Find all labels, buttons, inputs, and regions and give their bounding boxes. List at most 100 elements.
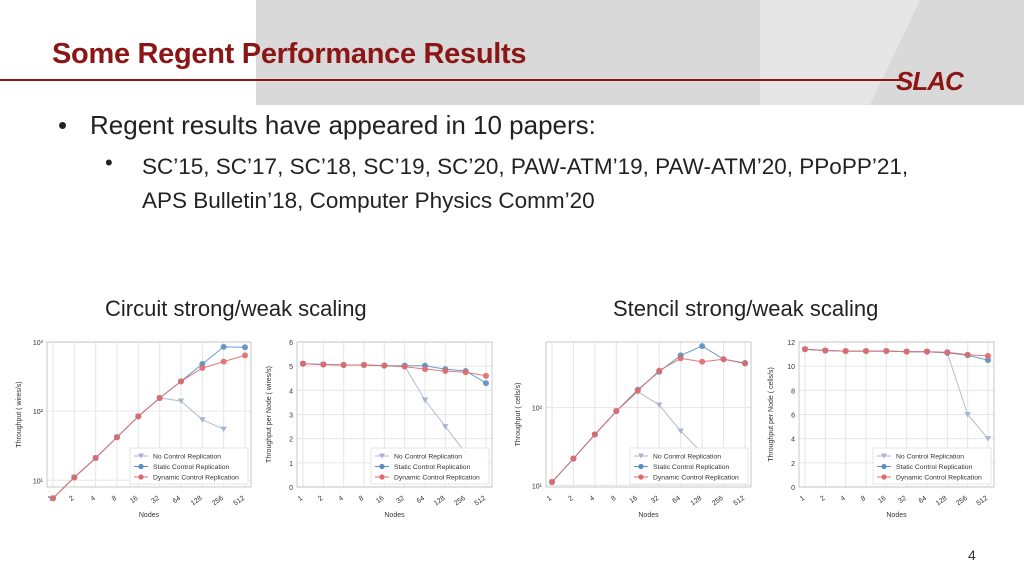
series-line-2 xyxy=(302,363,487,377)
plot-frame xyxy=(545,341,752,488)
y-axis-label: Throughput ( cells/s) xyxy=(515,383,522,447)
x-tick-label: 128 xyxy=(690,495,704,507)
y-axis-label: Throughput per Node ( wires/s) xyxy=(266,366,273,463)
x-tick-label: 16 xyxy=(629,495,639,505)
data-point xyxy=(720,356,727,363)
data-point xyxy=(242,344,248,351)
data-point xyxy=(822,347,829,354)
y-axis-label: Throughput ( wires/s) xyxy=(16,381,23,447)
x-tick-label: 64 xyxy=(172,495,182,505)
x-tick-label: 256 xyxy=(711,495,725,507)
legend-marker xyxy=(138,474,144,480)
data-point xyxy=(699,343,706,350)
x-tick-label: 32 xyxy=(150,495,160,505)
x-tick-label: 16 xyxy=(877,495,887,505)
legend-label: Static Control Replication xyxy=(394,464,471,471)
legend-label: Static Control Replication xyxy=(653,464,730,471)
y-tick-label: 8 xyxy=(791,388,795,395)
y-tick-label: 10 xyxy=(787,364,795,371)
y-axis-label: Throughput per Node ( cells/s) xyxy=(768,367,775,462)
x-tick-label: 4 xyxy=(589,495,596,503)
x-tick-label: 8 xyxy=(610,495,617,503)
x-axis-label: Nodes xyxy=(638,512,659,519)
data-point xyxy=(742,360,748,367)
x-tick-label: 512 xyxy=(733,495,747,507)
x-tick-label: 2 xyxy=(567,495,574,503)
y-tick-label: 6 xyxy=(791,413,795,420)
y-tick-label: 12 xyxy=(787,340,795,347)
data-point xyxy=(220,358,227,365)
data-point xyxy=(677,355,684,362)
legend-marker xyxy=(379,453,385,459)
x-tick-label: 256 xyxy=(211,495,225,507)
x-tick-label: 32 xyxy=(897,495,907,505)
header-notch xyxy=(760,0,920,105)
x-axis-label: Nodes xyxy=(886,512,907,519)
legend-label: Static Control Replication xyxy=(896,464,973,471)
data-point xyxy=(570,455,577,462)
y-tick-label: 0 xyxy=(791,485,795,492)
legend-box xyxy=(629,447,749,485)
data-point-triangle xyxy=(421,397,429,403)
x-tick-label: 512 xyxy=(474,495,488,507)
y-tick-label: 4 xyxy=(791,437,795,444)
legend-marker xyxy=(881,453,887,459)
data-point xyxy=(320,361,327,368)
y-tick-label: 2 xyxy=(791,461,795,468)
x-tick-label: 4 xyxy=(840,495,847,503)
y-tick-label: 3 xyxy=(289,413,293,420)
title-rule xyxy=(0,79,905,81)
x-tick-label: 4 xyxy=(90,495,97,503)
data-point xyxy=(178,378,184,385)
data-point xyxy=(156,394,163,401)
y-tick-label: 2 xyxy=(289,437,293,444)
legend-marker xyxy=(379,474,385,480)
legend-label: Dynamic Control Replication xyxy=(896,475,982,482)
stencil-scaling-label: Stencil strong/weak scaling xyxy=(613,296,879,321)
x-tick-label: 4 xyxy=(338,495,345,503)
legend-marker xyxy=(379,463,385,470)
x-tick-label: 2 xyxy=(819,495,826,503)
data-point-triangle xyxy=(177,398,185,405)
x-tick-label: 64 xyxy=(671,495,681,505)
y-tick-label: 1 xyxy=(289,461,293,468)
plot-frame xyxy=(798,341,995,488)
data-point xyxy=(50,495,56,502)
data-point xyxy=(591,431,598,438)
circuit-strong-scaling-chart: 10¹10²10³1248163264128256512NodesThrough… xyxy=(12,336,257,521)
legend-marker xyxy=(138,463,144,470)
x-tick-label: 128 xyxy=(190,495,204,507)
data-point xyxy=(634,387,641,394)
data-point-triangle xyxy=(220,426,227,433)
data-point xyxy=(422,366,428,373)
data-point xyxy=(401,363,408,370)
x-tick-label: 32 xyxy=(395,495,405,505)
data-point-triangle xyxy=(984,436,992,442)
legend-marker xyxy=(638,474,644,480)
header-background xyxy=(256,0,1024,105)
y-tick-label: 10² xyxy=(33,409,44,416)
x-tick-label: 512 xyxy=(233,495,247,507)
data-point xyxy=(483,380,489,387)
data-point xyxy=(462,369,469,376)
legend-marker xyxy=(638,463,644,470)
y-tick-label: 10³ xyxy=(33,340,44,347)
x-tick-label: 128 xyxy=(433,495,447,507)
y-tick-label: 5 xyxy=(289,364,293,371)
series-line-2 xyxy=(551,357,746,483)
plot-frame xyxy=(46,341,252,488)
data-point xyxy=(985,357,991,364)
legend-label: No Control Replication xyxy=(394,454,462,461)
sub-bullet-venues: SC’15, SC’17, SC’18, SC’19, SC’20, PAW-A… xyxy=(142,154,909,213)
data-point xyxy=(483,372,489,379)
data-point xyxy=(135,413,142,420)
x-axis-label: Nodes xyxy=(139,512,160,519)
data-point xyxy=(442,368,449,374)
data-point xyxy=(361,361,367,368)
legend-label: Dynamic Control Replication xyxy=(653,475,739,482)
data-point xyxy=(242,352,248,359)
y-tick-label: 10² xyxy=(532,406,543,413)
data-point xyxy=(903,348,910,355)
data-point xyxy=(92,455,99,462)
